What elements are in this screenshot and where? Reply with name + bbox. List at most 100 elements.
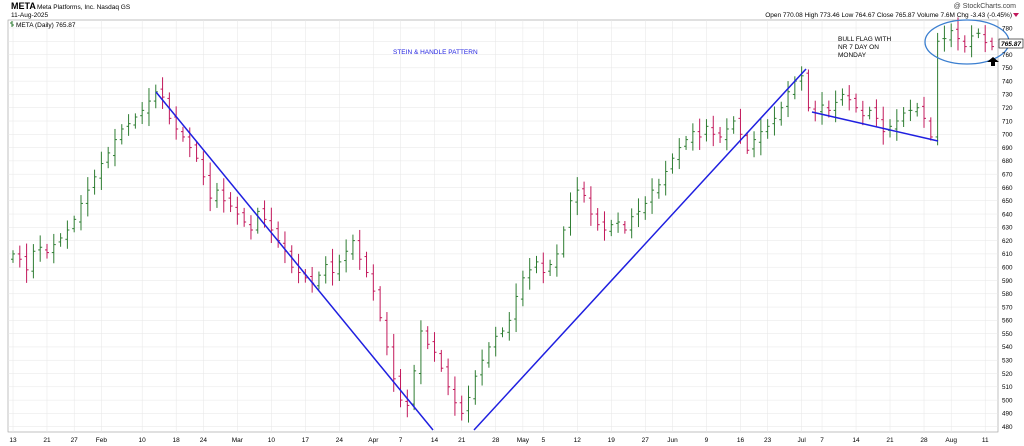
ohlc-bar — [901, 107, 906, 128]
ohlc-bar — [616, 212, 621, 233]
ohlc-bar — [826, 100, 831, 118]
y-tick-label: 740 — [1002, 78, 1013, 85]
ohlc-bar — [602, 211, 607, 241]
legend-entry: META (Daily) 765.87 — [16, 22, 76, 29]
ohlc-bar — [724, 118, 729, 151]
ohlc-bar — [65, 220, 70, 249]
x-tick-label: 17 — [302, 437, 310, 444]
ohlc-bar — [106, 146, 111, 169]
ticker-symbol: META — [11, 1, 36, 11]
ohlc-bar — [126, 114, 131, 136]
ohlc-bar — [969, 25, 974, 58]
ohlc-bar — [711, 115, 716, 147]
ohlc-bar — [643, 196, 648, 220]
ohlc-bar — [85, 177, 90, 217]
ohlc-bar — [248, 215, 253, 240]
x-tick-label: 21 — [458, 437, 466, 444]
trendline-feb-apr — [155, 91, 434, 431]
x-tick-label: 21 — [886, 437, 894, 444]
ohlc-bar — [622, 221, 627, 234]
ohlc-bar — [221, 178, 226, 213]
y-tick-label: 540 — [1002, 344, 1013, 351]
ohlc-bar — [765, 119, 770, 139]
ohlc-bar — [806, 69, 811, 112]
ohlc-bar — [758, 118, 763, 156]
x-tick-label: 27 — [71, 437, 79, 444]
y-tick-label: 700 — [1002, 132, 1013, 139]
ohlc-bar — [364, 251, 369, 278]
y-tick-label: 580 — [1002, 291, 1013, 298]
x-tick-label: 28 — [492, 437, 500, 444]
ohlc-bar — [323, 256, 328, 284]
ohlc-bar — [160, 77, 165, 109]
ohlc-bar — [874, 99, 879, 127]
ohlc-bar — [677, 138, 682, 170]
ohlc-bar — [976, 28, 981, 39]
header-date: 11-Aug-2025 — [11, 12, 48, 19]
ohlc-bar — [854, 93, 859, 113]
ohlc-bar — [779, 101, 784, 126]
ohlc-bar — [636, 198, 641, 228]
ohlc-bar — [371, 264, 376, 301]
ohlc-bar — [493, 326, 498, 357]
ohlc-bar — [119, 124, 124, 145]
y-tick-label: 560 — [1002, 318, 1013, 325]
ohlc-bar — [656, 178, 661, 199]
ohlc-bar — [575, 177, 580, 216]
ohlc-bar — [507, 312, 512, 341]
ohlc-bar — [949, 23, 954, 48]
ohlc-bar — [527, 258, 532, 290]
ohlc-bar — [242, 207, 247, 227]
ohlc-bar — [38, 235, 43, 262]
x-tick-label: May — [517, 437, 530, 444]
x-tick-label: 27 — [642, 437, 650, 444]
ohlc-bar — [11, 250, 15, 263]
x-tick-label: 7 — [820, 437, 824, 444]
y-tick-label: 780 — [1002, 25, 1013, 32]
ohlc-bar — [480, 349, 485, 386]
ohlc-bar — [942, 25, 947, 52]
ohlc-bar — [378, 286, 383, 322]
legend-swatch-icon — [10, 21, 14, 27]
last-price-label: 765.87 — [1001, 41, 1021, 48]
y-tick-label: 550 — [1002, 331, 1013, 338]
y-tick-label: 760 — [1002, 52, 1013, 59]
x-tick-label: 10 — [268, 437, 276, 444]
ohlc-bar — [915, 102, 920, 117]
ohlc-bar — [357, 229, 362, 270]
ohlc-bar — [384, 312, 389, 356]
y-tick-label: 500 — [1002, 397, 1013, 404]
ohlc-bar — [983, 25, 988, 53]
ohlc-bar — [908, 99, 913, 122]
ohlc-bar — [44, 243, 49, 259]
ohlc-bar — [663, 160, 668, 196]
ohlc-bar — [786, 81, 791, 118]
company-name: Meta Platforms, Inc. Nasdaq GS — [37, 4, 131, 11]
plot-area — [7, 19, 999, 433]
x-tick-label: 18 — [173, 437, 181, 444]
ohlc-bar — [112, 128, 117, 167]
x-tick-label: 13 — [9, 437, 17, 444]
ohlc-bar — [99, 151, 104, 190]
ohlc-bar — [92, 169, 97, 195]
y-tick-label: 570 — [1002, 304, 1013, 311]
ohlc-bar — [595, 208, 600, 231]
ohlc-bar — [72, 215, 77, 233]
ohlc-bar — [962, 35, 967, 53]
ohlc-bar — [425, 326, 430, 350]
ohlc-bar — [690, 123, 695, 151]
ohlc-bar — [541, 252, 546, 284]
trendline-handle — [811, 111, 939, 142]
ohlc-bar — [534, 255, 539, 274]
ohlc-bar — [228, 192, 233, 213]
ohlc-bar — [894, 109, 899, 141]
y-tick-label: 480 — [1002, 424, 1013, 431]
ohlc-bar — [58, 233, 63, 247]
ohlc-bar — [214, 182, 219, 208]
ohlc-bar — [289, 245, 294, 274]
ohlc-bar — [337, 254, 342, 282]
ohlc-bar — [269, 207, 274, 243]
flag-annotation-line-2: NR 7 DAY ON — [838, 44, 879, 51]
last-price-tag — [998, 38, 1024, 49]
